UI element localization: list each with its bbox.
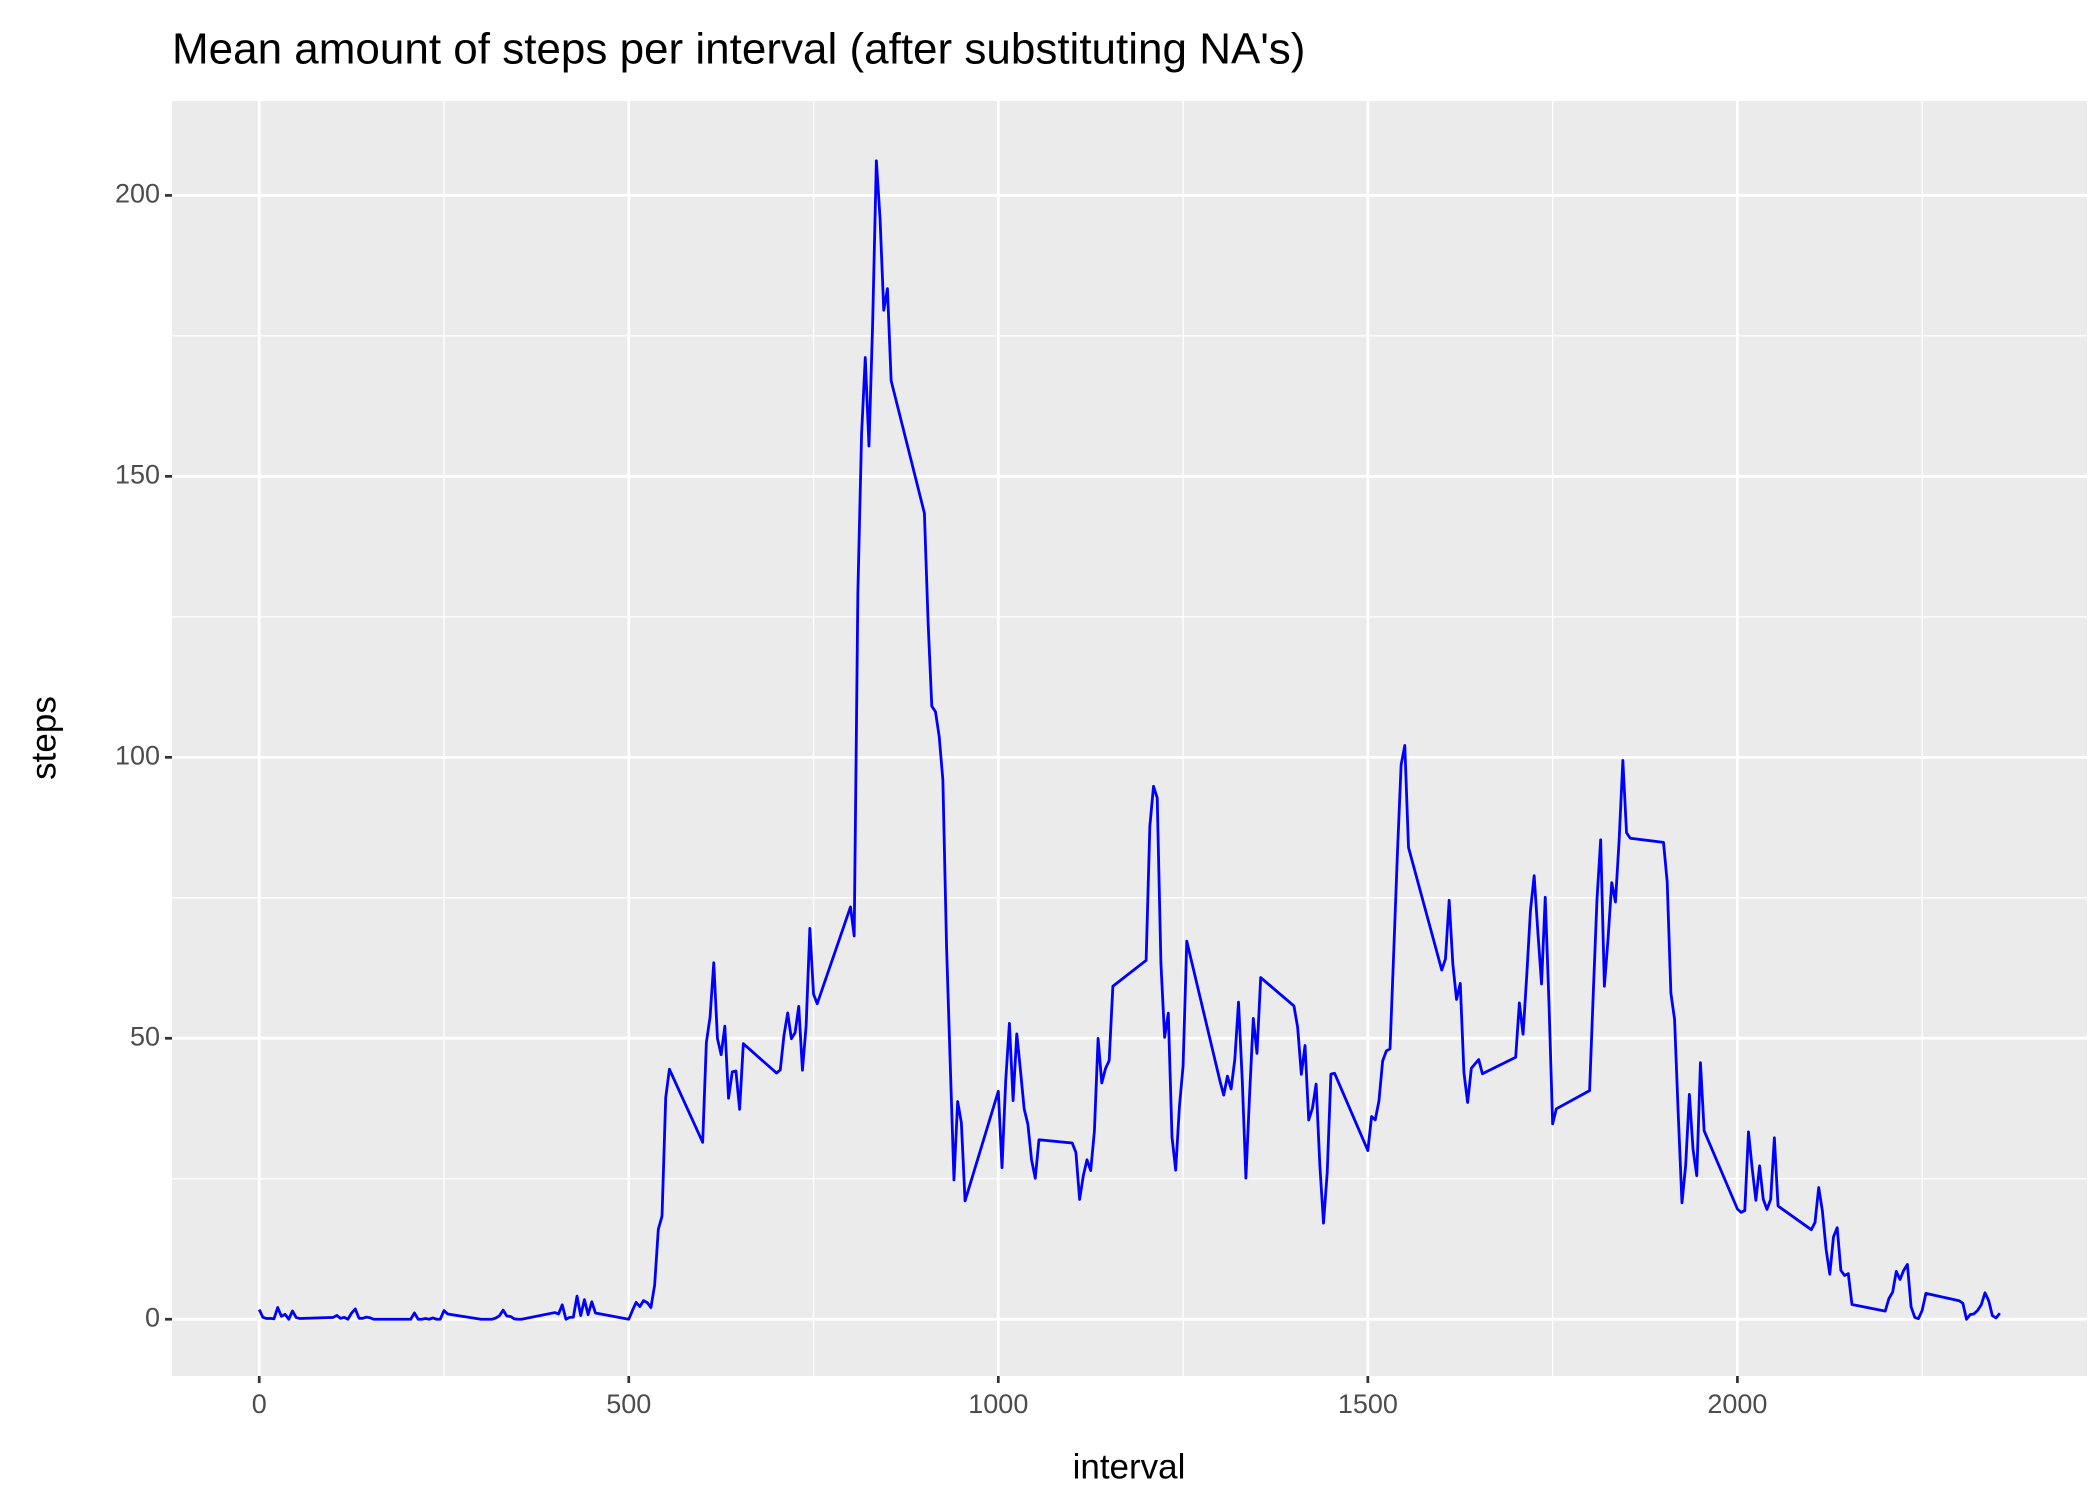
y-tick-label: 50 (130, 1021, 160, 1051)
x-tick-label: 1500 (1338, 1389, 1398, 1419)
x-axis-title: interval (1073, 1447, 1186, 1486)
y-tick-label: 200 (115, 179, 160, 209)
y-tick-label: 150 (115, 459, 160, 489)
x-tick-label: 0 (252, 1389, 267, 1419)
y-axis-title: steps (24, 696, 63, 780)
y-tick-label: 0 (145, 1302, 160, 1332)
x-tick-label: 500 (606, 1389, 651, 1419)
plot-panel (172, 101, 2087, 1376)
chart-title: Mean amount of steps per interval (after… (172, 25, 1305, 74)
x-tick-label: 2000 (1707, 1389, 1767, 1419)
data-line (257, 159, 2001, 1321)
x-tick-label: 1000 (968, 1389, 1028, 1419)
y-tick-label: 100 (115, 740, 160, 770)
